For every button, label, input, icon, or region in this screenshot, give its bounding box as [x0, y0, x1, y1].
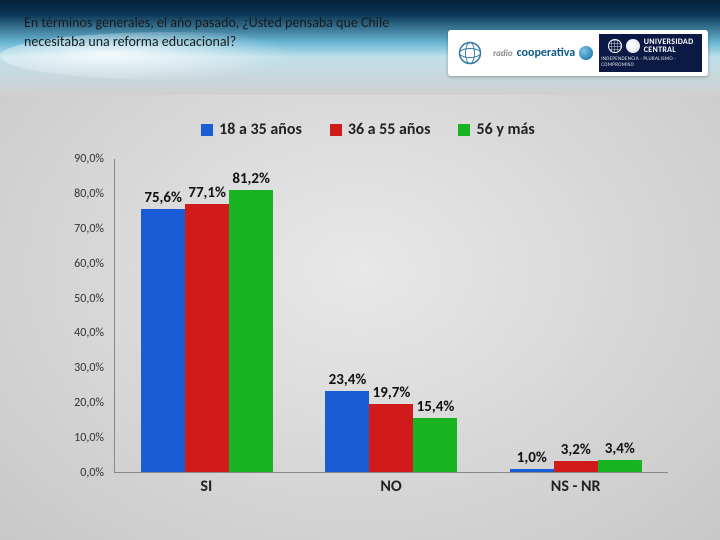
bar-value-label: 3,2%: [561, 441, 591, 459]
bar: 23,4%: [325, 391, 369, 472]
bar-group: 1,0%3,2%3,4%: [484, 159, 668, 472]
x-axis-labels: SINONS - NR: [114, 477, 668, 499]
legend-label: 18 a 35 años: [219, 120, 302, 139]
bar-group: 75,6%77,1%81,2%: [115, 159, 299, 472]
y-tick-label: 60,0%: [74, 257, 104, 271]
bar: 1,0%: [510, 469, 554, 472]
bar: 19,7%: [369, 404, 413, 473]
y-tick-label: 0,0%: [80, 466, 104, 480]
legend-item: 56 y más: [458, 120, 534, 139]
globe-icon: [579, 46, 593, 60]
bar-value-label: 81,2%: [232, 170, 270, 188]
legend-item: 18 a 35 años: [201, 120, 302, 139]
bar-value-label: 75,6%: [144, 189, 182, 207]
y-tick-label: 70,0%: [74, 222, 104, 236]
legend-label: 56 y más: [476, 120, 534, 139]
x-tick-label: NS - NR: [483, 477, 668, 499]
bar: 81,2%: [229, 190, 273, 472]
bar-value-label: 19,7%: [373, 384, 411, 402]
bars-container: 75,6%77,1%81,2%23,4%19,7%15,4%1,0%3,2%3,…: [115, 159, 668, 472]
bar: 3,4%: [598, 460, 642, 472]
y-tick-label: 40,0%: [74, 326, 104, 340]
logo-strip: radio cooperativa UNIVERSIDAD CENTRAL IN…: [448, 30, 708, 76]
legend-swatch: [458, 124, 470, 136]
y-tick-label: 20,0%: [74, 396, 104, 410]
legend-swatch: [330, 124, 342, 136]
legend-item: 36 a 55 años: [330, 120, 431, 139]
globe-icon: [608, 39, 622, 53]
imaginados-logo: [454, 35, 487, 71]
bar-chart: 18 a 35 años 36 a 55 años 56 y más 0,0% 10,…: [58, 120, 678, 499]
page-title: En términos generales, el año pasado, ¿U…: [24, 14, 424, 52]
bar-value-label: 15,4%: [417, 398, 455, 416]
legend-label: 36 a 55 años: [348, 120, 431, 139]
bar-group: 23,4%19,7%15,4%: [299, 159, 483, 472]
chart-legend: 18 a 35 años 36 a 55 años 56 y más: [58, 120, 678, 139]
bar: 3,2%: [554, 461, 598, 472]
bar-value-label: 23,4%: [329, 371, 367, 389]
bar: 15,4%: [413, 418, 457, 472]
y-tick-label: 90,0%: [74, 152, 104, 166]
bar: 77,1%: [185, 204, 229, 472]
x-tick-label: SI: [114, 477, 299, 499]
y-tick-label: 50,0%: [74, 292, 104, 306]
y-tick-label: 30,0%: [74, 361, 104, 375]
moon-icon: [626, 39, 640, 53]
ucentral-logo: UNIVERSIDAD CENTRAL INDEPENDENCIA · PLUR…: [599, 34, 702, 72]
y-axis-labels: 0,0%10,0%20,0%30,0%40,0%50,0%60,0%70,0%8…: [58, 159, 108, 473]
y-tick-label: 80,0%: [74, 187, 104, 201]
plot-area: 75,6%77,1%81,2%23,4%19,7%15,4%1,0%3,2%3,…: [114, 159, 668, 473]
bar-value-label: 1,0%: [517, 449, 547, 467]
bar-value-label: 3,4%: [605, 440, 635, 458]
cooperativa-logo: radio cooperativa: [493, 46, 593, 60]
bar: 75,6%: [141, 209, 185, 472]
legend-swatch: [201, 124, 213, 136]
y-tick-label: 10,0%: [74, 431, 104, 445]
x-tick-label: NO: [299, 477, 484, 499]
bar-value-label: 77,1%: [188, 184, 226, 202]
